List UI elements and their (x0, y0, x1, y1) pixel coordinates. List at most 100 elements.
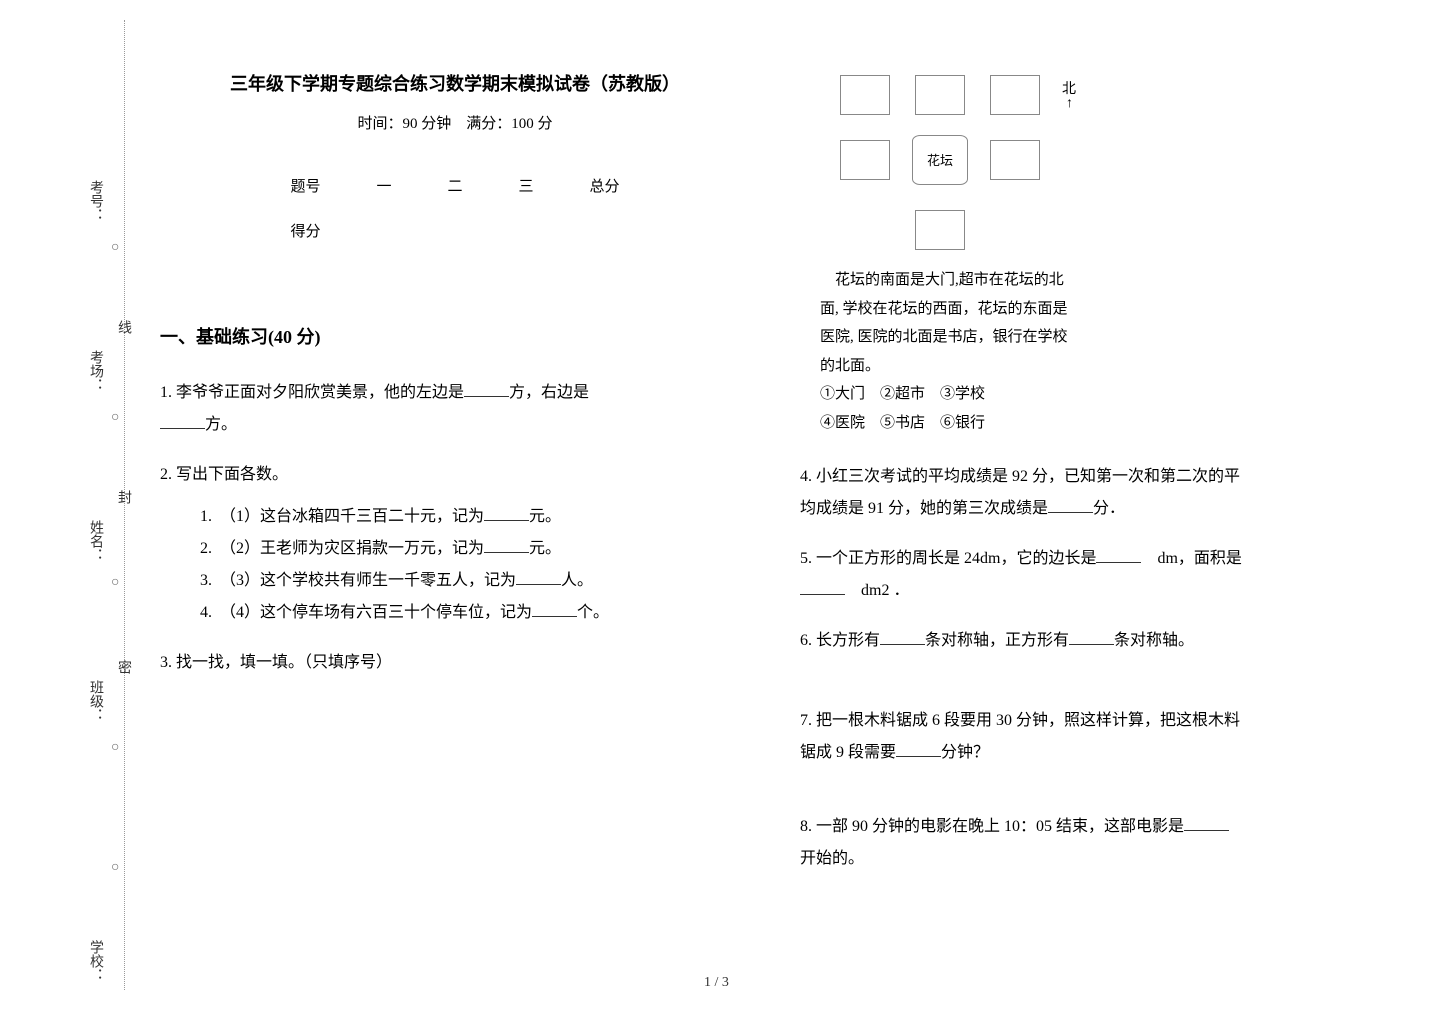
q-text: 条对称轴。 (1114, 632, 1194, 649)
binding-circle: ○ (111, 860, 119, 876)
blank (532, 601, 577, 617)
sub-unit: 元。 (529, 508, 561, 525)
score-cell (348, 208, 419, 253)
legend-line: ④医院 ⑤书店 ⑥银行 (820, 409, 1390, 438)
q2-item: 2. （2）王老师为灾区捐款一万元，记为元。 (200, 533, 750, 565)
q2-item: 4. （4）这个停车场有六百三十个停车位，记为 个。 (200, 597, 750, 629)
blank (880, 629, 925, 645)
score-th: 三 (491, 163, 562, 208)
q-text: 分钟？ (941, 744, 989, 761)
sub-text: （2）王老师为灾区捐款一万元，记为 (228, 540, 484, 557)
question-3-lead: 3. 找一找，填一填。（只填序号） (160, 647, 750, 679)
q-text: 一部 90 分钟的电影在晚上 10：05 结束，这部电影是 (816, 818, 1184, 835)
q3-legend: ①大门 ②超市 ③学校 ④医院 ⑤书店 ⑥银行 (820, 380, 1390, 437)
question-1: 1. 李爷爷正面对夕阳欣赏美景，他的左边是方，右边是 方。 (160, 377, 750, 441)
score-table: 题号 一 二 三 总分 得分 (262, 163, 647, 253)
q-text: 找一找，填一填。（只填序号） (176, 654, 392, 671)
binding-label-name: 姓名： (85, 520, 105, 562)
blank (896, 741, 941, 757)
q-text: 条对称轴，正方形有 (925, 632, 1069, 649)
binding-label-room: 考场： (85, 350, 105, 392)
sub-unit: 人。 (561, 572, 593, 589)
question-6: 6. 长方形有 条对称轴，正方形有 条对称轴。 (800, 625, 1390, 657)
score-row-label: 得分 (262, 208, 348, 253)
score-cell (419, 208, 490, 253)
q-text: 锯成 9 段需要 (800, 744, 896, 761)
diagram-cell (915, 75, 965, 115)
q2-item: 1. （1）这台冰箱四千三百二十元，记为 元。 (200, 501, 750, 533)
q-text: dm，面积是 (1141, 550, 1241, 567)
score-th: 总分 (562, 163, 648, 208)
q-text: dm2 ． (845, 582, 909, 599)
q-num: 8. (800, 818, 812, 835)
binding-circle: ○ (111, 240, 119, 256)
diagram-cell (915, 210, 965, 250)
q-text: 长方形有 (816, 632, 880, 649)
sub-num: 4. (200, 604, 212, 621)
north-arrow-icon: ↑ (1066, 96, 1073, 112)
q-text: 写出下面各数。 (176, 466, 288, 483)
q-text: 把一根木料锯成 6 段要用 30 分钟，照这样计算，把这根木料 (816, 712, 1240, 729)
binding-seal-char: 密 (113, 660, 133, 674)
blank (1048, 497, 1093, 513)
question-5: 5. 一个正方形的周长是 24dm，它的边长是 dm，面积是 dm2 ． (800, 543, 1390, 607)
sub-text: （4）这个停车场有六百三十个停车位，记为 (228, 604, 532, 621)
blank (464, 381, 509, 397)
q-text: 小红三次考试的平均成绩是 92 分，已知第一次和第二次的平 (816, 468, 1240, 485)
q-num: 5. (800, 550, 812, 567)
question-4: 4. 小红三次考试的平均成绩是 92 分，已知第一次和第二次的平 均成绩是 91… (800, 461, 1390, 525)
q-text: 一个正方形的周长是 24dm，它的边长是 (816, 550, 1096, 567)
q-num: 6. (800, 632, 812, 649)
blank (1096, 547, 1141, 563)
legend-line: ①大门 ②超市 ③学校 (820, 380, 1390, 409)
main-content: 三年级下学期专题综合练习数学期末模拟试卷（苏教版） 时间：90 分钟 满分：10… (160, 70, 1390, 970)
binding-circle: ○ (111, 575, 119, 591)
binding-circle: ○ (111, 740, 119, 756)
score-cell (491, 208, 562, 253)
blank (1069, 629, 1114, 645)
page-footer: 1 / 3 (0, 975, 1433, 991)
question-8: 8. 一部 90 分钟的电影在晚上 10：05 结束，这部电影是 开始的。 (800, 811, 1390, 875)
sub-num: 3. (200, 572, 212, 589)
q-num: 2. (160, 466, 172, 483)
question-2: 2. 写出下面各数。 1. （1）这台冰箱四千三百二十元，记为 元。 2. （2）… (160, 459, 750, 629)
blank (484, 505, 529, 521)
q-text: 分． (1093, 500, 1125, 517)
q-num: 7. (800, 712, 812, 729)
section-1-header: 一、基础练习(40 分) (160, 323, 750, 349)
blank (516, 569, 561, 585)
question-7: 7. 把一根木料锯成 6 段要用 30 分钟，照这样计算，把这根木料 锯成 9 … (800, 705, 1390, 769)
sub-text: （3）这个学校共有师生一千零五人，记为 (228, 572, 516, 589)
desc-line: 的北面。 (820, 352, 1390, 381)
desc-line: 花坛的南面是大门,超市在花坛的北 (820, 266, 1390, 295)
flower-bed: 花坛 (912, 135, 968, 185)
q-text: 均成绩是 91 分，她的第三次成绩是 (800, 500, 1048, 517)
sub-text: （1）这台冰箱四千三百二十元，记为 (228, 508, 484, 525)
q-text: 开始的。 (800, 850, 864, 867)
diagram-cell (840, 75, 890, 115)
q-text: 李爷爷正面对夕阳欣赏美景，他的左边是 (176, 384, 464, 401)
question-3-body: 北 ↑ 花坛 花坛的南面是大门,超市在花坛的北 面, 学校在花坛的西面，花坛的东… (800, 70, 1390, 437)
binding-strip: 考号： ○ 线 考场： ○ 封 姓名： ○ 密 班级： ○ ○ 学校： (55, 20, 125, 990)
blank (160, 413, 205, 429)
table-row: 得分 (262, 208, 647, 253)
score-th: 题号 (262, 163, 348, 208)
blank (1184, 815, 1229, 831)
blank (800, 579, 845, 595)
sub-unit: 个。 (577, 604, 609, 621)
desc-line: 医院, 医院的北面是书店，银行在学校 (820, 323, 1390, 352)
sub-num: 2. (200, 540, 212, 557)
exam-subtitle: 时间：90 分钟 满分：100 分 (160, 112, 750, 133)
exam-title: 三年级下学期专题综合练习数学期末模拟试卷（苏教版） (160, 70, 750, 96)
score-th: 一 (348, 163, 419, 208)
q-num: 3. (160, 654, 172, 671)
sub-num: 1. (200, 508, 212, 525)
diagram-cell (990, 140, 1040, 180)
q3-desc: 花坛的南面是大门,超市在花坛的北 面, 学校在花坛的西面，花坛的东面是 医院, … (820, 266, 1390, 380)
blank (484, 537, 529, 553)
score-cell (562, 208, 648, 253)
binding-seal-char: 封 (113, 490, 133, 504)
q-text: 方，右边是 (509, 384, 589, 401)
north-label: 北 (1062, 78, 1076, 98)
binding-circle: ○ (111, 410, 119, 426)
